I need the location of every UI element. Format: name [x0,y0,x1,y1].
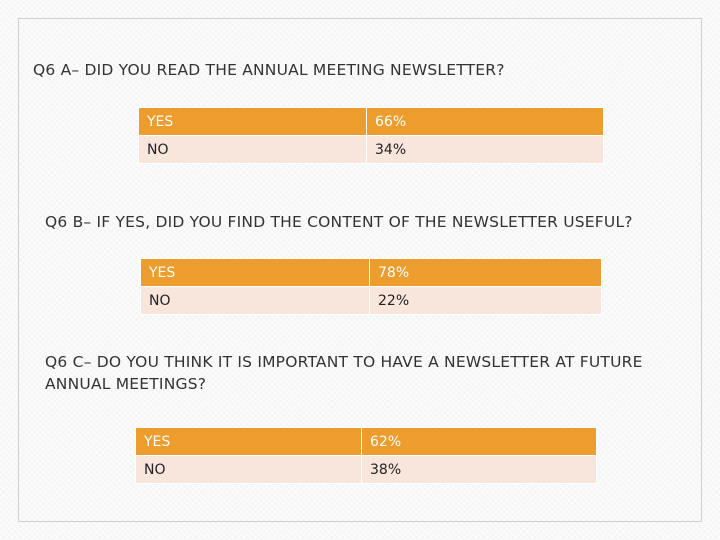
answer-cell: YES [138,107,367,136]
percent-cell: 66% [366,107,604,136]
table-row: YES 66% [138,107,604,136]
table-row: YES 62% [135,427,597,456]
question-b-table: YES 78% NO 22% [140,258,602,315]
slide-frame [18,18,702,522]
percent-cell: 62% [361,427,597,456]
question-c-table: YES 62% NO 38% [135,427,597,484]
question-c-title-line2: ANNUAL MEETINGS? [45,375,207,393]
question-b-title: Q6 B– IF YES, DID YOU FIND THE CONTENT O… [45,213,633,231]
answer-cell: NO [135,455,362,484]
question-a-title: Q6 A– DID YOU READ THE ANNUAL MEETING NE… [33,61,505,79]
answer-cell: YES [135,427,362,456]
answer-cell: YES [140,258,370,287]
table-row: YES 78% [140,258,602,287]
percent-cell: 34% [366,135,604,164]
table-row: NO 34% [138,135,604,164]
answer-cell: NO [140,286,370,315]
question-a-table: YES 66% NO 34% [138,107,604,164]
percent-cell: 38% [361,455,597,484]
percent-cell: 78% [369,258,602,287]
table-row: NO 38% [135,455,597,484]
table-row: NO 22% [140,286,602,315]
question-c-title-line1: Q6 C– DO YOU THINK IT IS IMPORTANT TO HA… [45,353,643,371]
percent-cell: 22% [369,286,602,315]
answer-cell: NO [138,135,367,164]
